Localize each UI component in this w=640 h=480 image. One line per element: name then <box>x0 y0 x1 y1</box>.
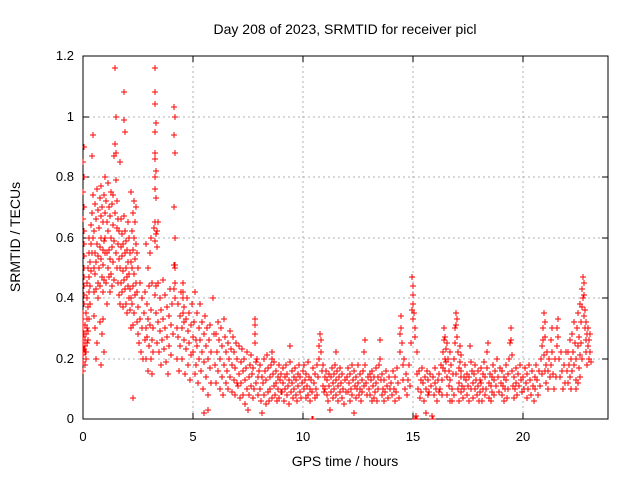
y-tick-label: 0.4 <box>56 290 74 305</box>
x-tick-label: 0 <box>79 429 86 444</box>
y-tick-label: 1 <box>67 109 74 124</box>
y-tick-label: 0.2 <box>56 351 74 366</box>
x-tick-label: 15 <box>406 429 420 444</box>
y-tick-label: 0.8 <box>56 169 74 184</box>
y-tick-label: 0 <box>67 411 74 426</box>
x-tick-label: 20 <box>516 429 530 444</box>
y-tick-label: 1.2 <box>56 48 74 63</box>
x-axis-title: GPS time / hours <box>291 453 399 469</box>
data-points <box>82 65 594 420</box>
x-tick-label: 10 <box>296 429 310 444</box>
x-tick-label: 5 <box>189 429 196 444</box>
chart-title: Day 208 of 2023, SRMTID for receiver pic… <box>213 21 477 37</box>
y-tick-label: 0.6 <box>56 230 74 245</box>
